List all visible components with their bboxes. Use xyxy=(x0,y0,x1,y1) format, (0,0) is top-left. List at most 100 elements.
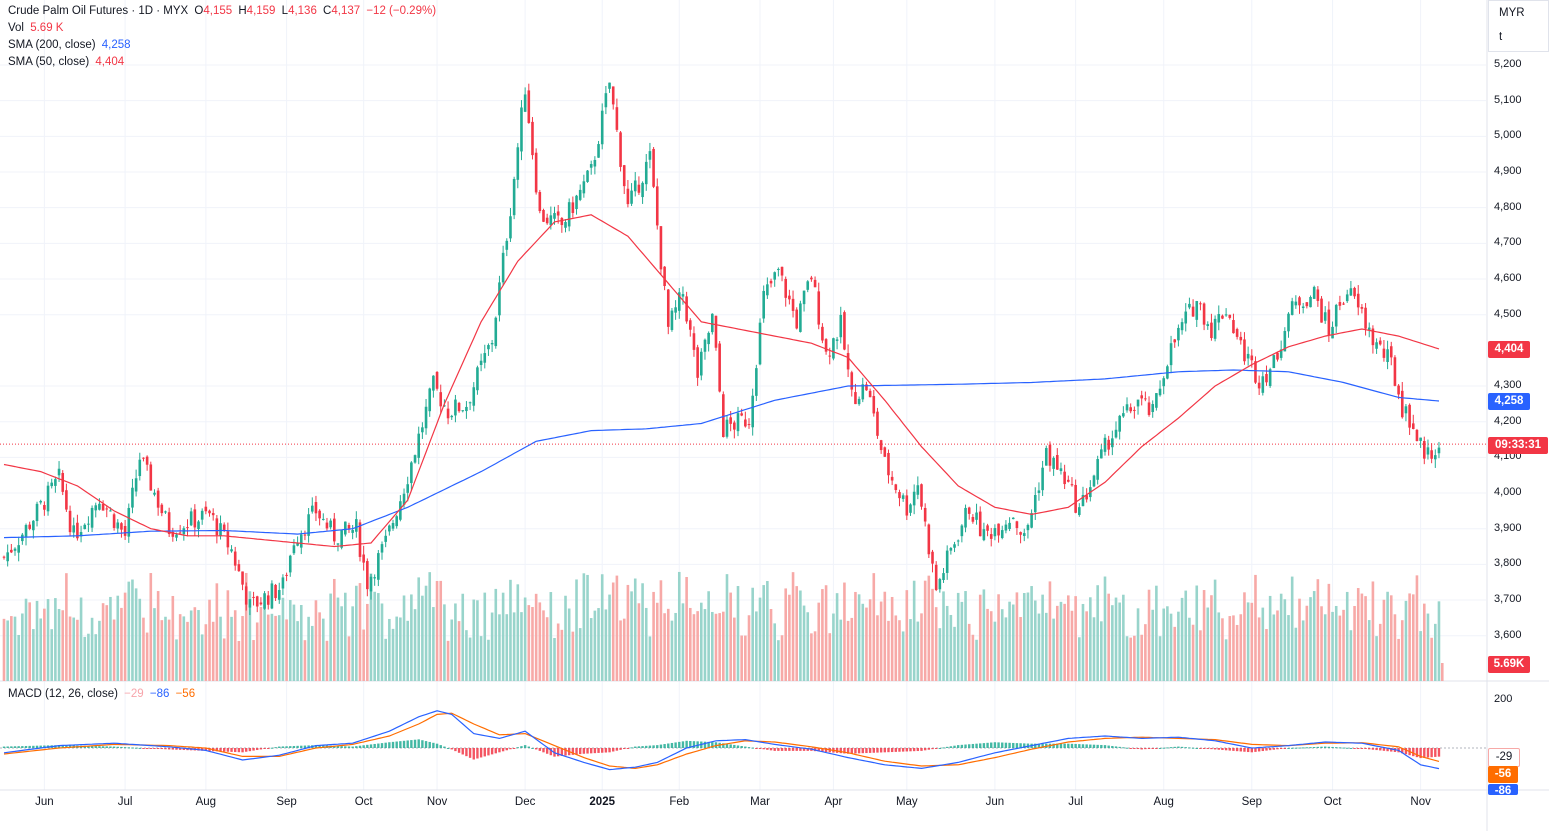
candle-body xyxy=(1026,524,1030,531)
macd-hist-bar xyxy=(200,748,204,751)
volume-bar xyxy=(1389,595,1393,681)
candle-body xyxy=(347,525,351,529)
candle-body xyxy=(274,584,277,599)
macd-hist-bar xyxy=(241,748,244,753)
volume-bar xyxy=(670,620,674,681)
macd-hist-bar xyxy=(1041,743,1044,748)
candle-body xyxy=(1367,327,1371,330)
candle-body xyxy=(1356,293,1360,308)
legend-sma50-row[interactable]: SMA (50, close) 4,404 xyxy=(8,54,127,71)
volume-bar xyxy=(318,612,321,681)
volume-bar xyxy=(281,597,285,681)
volume-bar xyxy=(608,594,611,681)
volume-bar xyxy=(571,631,575,681)
candle-body xyxy=(1334,304,1338,327)
candle-body xyxy=(498,282,501,316)
macd-hist-bar xyxy=(542,748,545,753)
volume-bar xyxy=(633,578,637,681)
volume-bar xyxy=(769,609,773,681)
volume-bar xyxy=(65,573,68,681)
volume-bar xyxy=(527,605,531,681)
macd-hist-bar xyxy=(1294,747,1298,749)
volume-bar xyxy=(299,605,303,681)
volume-bar xyxy=(384,638,387,681)
macd-hist-bar xyxy=(1298,747,1301,749)
volume-bar xyxy=(1422,603,1426,681)
macd-hist-bar xyxy=(920,748,923,751)
macd-hist-bar xyxy=(237,748,241,753)
candle-body xyxy=(755,368,758,396)
macd-hist-bar xyxy=(281,746,285,748)
macd-hist-bar xyxy=(395,741,398,748)
candle-body xyxy=(1224,314,1228,316)
legend-macd-row[interactable]: MACD (12, 26, close) −29 −86 −56 xyxy=(8,686,198,703)
volume-bar xyxy=(542,610,545,681)
candle-body xyxy=(839,314,843,338)
candle-body xyxy=(641,182,644,198)
macd-tick: 200 xyxy=(1494,693,1513,705)
macd-hist-bar xyxy=(355,746,358,748)
volume-bar xyxy=(483,592,487,681)
volume-bar xyxy=(391,628,395,681)
candle-body xyxy=(1371,328,1375,346)
macd-hist-bar xyxy=(112,746,116,748)
symbol-title[interactable]: Crude Palm Oil Futures · 1D · MYX xyxy=(8,5,189,17)
volume-bar xyxy=(1331,611,1334,681)
currency-unit-selector[interactable]: MYR t xyxy=(1488,0,1549,52)
macd-hist-bar xyxy=(509,748,512,750)
candle-body xyxy=(116,522,120,529)
volume-bar xyxy=(68,616,72,681)
candle-body xyxy=(351,530,354,533)
macd-hist-bar xyxy=(876,748,879,753)
macd-hist-bar xyxy=(1346,747,1349,749)
macd-hist-bar xyxy=(1379,748,1382,751)
candle-body xyxy=(1052,457,1055,469)
volume-bar xyxy=(189,610,193,681)
macd-hist-bar xyxy=(894,748,898,752)
volume-bar xyxy=(1155,585,1158,681)
volume-bar xyxy=(355,585,358,681)
candle-body xyxy=(1033,494,1037,513)
candle-body xyxy=(923,507,927,522)
macd-hist-bar xyxy=(1213,748,1217,750)
volume-bar xyxy=(443,604,446,681)
candle-body xyxy=(630,190,633,204)
volume-bar xyxy=(883,591,887,681)
candle-body xyxy=(1364,307,1367,329)
macd-hist-bar xyxy=(905,748,909,752)
candle-body xyxy=(325,522,329,529)
volume-bar xyxy=(788,594,791,681)
candle-body xyxy=(1268,369,1272,386)
volume-bar xyxy=(1063,603,1066,681)
macd-hist-bar xyxy=(942,747,945,749)
candle-body xyxy=(1257,382,1261,389)
volume-bar xyxy=(17,634,20,681)
volume-bar xyxy=(1195,585,1199,681)
legend-sma200-row[interactable]: SMA (200, close) 4,258 xyxy=(8,37,134,54)
volume-bar xyxy=(310,625,314,681)
macd-hist-bar xyxy=(219,748,222,752)
macd-hist-bar xyxy=(703,741,707,748)
macd-hist-bar xyxy=(388,742,391,748)
macd-hist-bar xyxy=(1151,748,1154,749)
volume-bar xyxy=(1408,593,1411,681)
macd-hist-bar xyxy=(788,748,791,751)
volume-bar xyxy=(1327,583,1331,681)
macd-hist-bar xyxy=(1423,748,1426,758)
macd-hist-bar xyxy=(736,745,740,748)
time-tick: Apr xyxy=(824,796,843,808)
candle-body xyxy=(817,291,821,325)
volume-bar xyxy=(611,582,615,681)
macd-hist-bar xyxy=(747,747,751,749)
volume-bar xyxy=(1210,595,1213,681)
candle-body xyxy=(747,424,751,426)
sma200-price-tag: 4,258 xyxy=(1488,393,1530,410)
volume-bar xyxy=(839,619,843,681)
volume-bar xyxy=(516,584,520,681)
volume-bar xyxy=(1000,609,1004,681)
candle-body xyxy=(1188,303,1191,308)
legend-volume-row[interactable]: Vol 5.69 K xyxy=(8,20,66,37)
candle-body xyxy=(1386,349,1389,363)
candle-body xyxy=(1037,490,1041,493)
